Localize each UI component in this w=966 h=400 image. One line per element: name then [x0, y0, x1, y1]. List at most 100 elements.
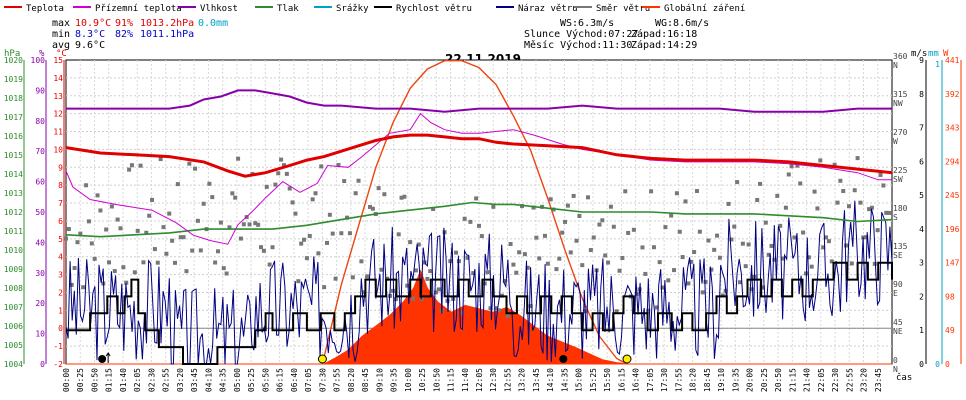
- x-tick-label: 06:15: [276, 368, 285, 392]
- x-tick-label: 13:20: [518, 368, 527, 392]
- dir-point: [181, 235, 186, 240]
- dir-point: [396, 232, 401, 237]
- rad-tick: 441: [945, 56, 960, 65]
- hpa-tick: 1004: [4, 360, 23, 369]
- dir-point: [411, 296, 416, 301]
- x-tick-label: 09:35: [390, 368, 399, 392]
- dir-point: [505, 314, 510, 319]
- dir-point: [479, 234, 484, 239]
- c-tick: 6: [58, 217, 63, 226]
- dir-point: [614, 309, 619, 314]
- dir-point: [818, 158, 823, 163]
- dir-point: [844, 243, 849, 248]
- stat-min-label: min: [52, 29, 70, 40]
- dir-name-tick: S: [893, 213, 898, 222]
- c-tick: 13: [53, 92, 63, 101]
- dir-point: [227, 225, 232, 230]
- info-moonset: Západ:14:29: [631, 39, 697, 51]
- x-tick-label: 08:20: [347, 368, 356, 392]
- dir-point: [218, 220, 223, 225]
- legend-label: Náraz větru: [518, 4, 578, 14]
- dir-point: [812, 189, 817, 194]
- hpa-tick: 1017: [4, 113, 23, 122]
- dir-point: [563, 219, 568, 224]
- dir-name-tick: W: [893, 137, 898, 146]
- dir-point: [651, 245, 656, 250]
- dir-point: [362, 290, 367, 295]
- dir-point: [697, 229, 702, 234]
- dir-point: [743, 264, 748, 269]
- dir-point: [887, 210, 892, 215]
- dir-point: [660, 285, 665, 290]
- dir-point: [107, 260, 112, 265]
- dir-point: [585, 195, 590, 200]
- pct-tick: 100: [31, 56, 46, 65]
- dir-point: [342, 179, 347, 184]
- pct-tick: 90: [35, 86, 45, 95]
- dir-point: [858, 200, 863, 205]
- dir-point: [474, 196, 479, 201]
- dir-point: [64, 236, 68, 241]
- rad-tick: 196: [945, 225, 960, 234]
- wind-tick: 2: [919, 292, 924, 301]
- dir-point: [497, 308, 502, 313]
- dir-point: [795, 163, 800, 168]
- x-tick-label: 22:05: [817, 368, 826, 392]
- c-tick: 15: [53, 56, 63, 65]
- x-tick-label: 07:30: [318, 368, 327, 392]
- rad-tick: 98: [945, 292, 955, 301]
- dir-point: [838, 178, 843, 183]
- dir-point: [236, 156, 241, 161]
- dir-point: [413, 268, 418, 273]
- series-wind-gust: [65, 200, 893, 365]
- x-tick-label: 02:30: [147, 368, 156, 392]
- stats-panel: max 10.9°C 91% 1013.2hPa 0.0mm min 8.3°C…: [52, 18, 228, 51]
- rain-tick: 0: [935, 360, 940, 369]
- dir-point: [494, 306, 499, 311]
- hpa-tick: 1006: [4, 322, 23, 331]
- dir-point: [109, 204, 114, 209]
- x-tick-label: 11:40: [461, 368, 470, 392]
- dir-point: [198, 248, 203, 253]
- dir-point: [322, 285, 327, 290]
- series-radiation: [66, 269, 892, 365]
- dir-point: [522, 252, 527, 257]
- dir-point: [666, 278, 671, 283]
- dir-point: [646, 308, 651, 313]
- x-tick-label: 15:25: [589, 368, 598, 392]
- hpa-tick: 1016: [4, 132, 23, 141]
- dir-point: [224, 271, 229, 276]
- left-axes: 1004100510061007100810091010101110121013…: [4, 56, 65, 369]
- x-tick-label: 22:55: [845, 368, 854, 392]
- rad-tick: 147: [945, 259, 960, 268]
- dir-point: [786, 172, 791, 177]
- dir-point: [677, 229, 682, 234]
- rad-tick: 245: [945, 191, 960, 200]
- c-tick: 7: [58, 199, 63, 208]
- dir-point: [98, 208, 103, 213]
- dir-point: [147, 213, 152, 218]
- dir-point: [769, 243, 774, 248]
- dir-point: [81, 285, 86, 290]
- rad-tick: 0: [945, 360, 950, 369]
- x-tick-label: 17:30: [660, 368, 669, 392]
- dir-point: [514, 270, 519, 275]
- stat-avg-label: avg: [52, 40, 70, 51]
- dir-point: [640, 245, 645, 250]
- dir-point: [89, 241, 94, 246]
- stat-avg-temp: 9.6°C: [75, 40, 105, 51]
- x-tick-label: 19:35: [731, 368, 740, 392]
- dir-point: [517, 250, 522, 255]
- dir-point: [792, 235, 797, 240]
- series-pressure: [65, 201, 893, 238]
- x-tick-label: 20:50: [774, 368, 783, 392]
- pct-tick: 30: [35, 269, 45, 278]
- dir-point: [129, 163, 134, 168]
- c-tick: 3: [58, 271, 63, 280]
- x-tick-label: 12:30: [489, 368, 498, 392]
- dir-point: [758, 181, 763, 186]
- dir-point: [345, 215, 350, 220]
- c-tick: 1: [58, 306, 63, 315]
- dir-point: [238, 236, 243, 241]
- x-tick-label: 14:10: [546, 368, 555, 392]
